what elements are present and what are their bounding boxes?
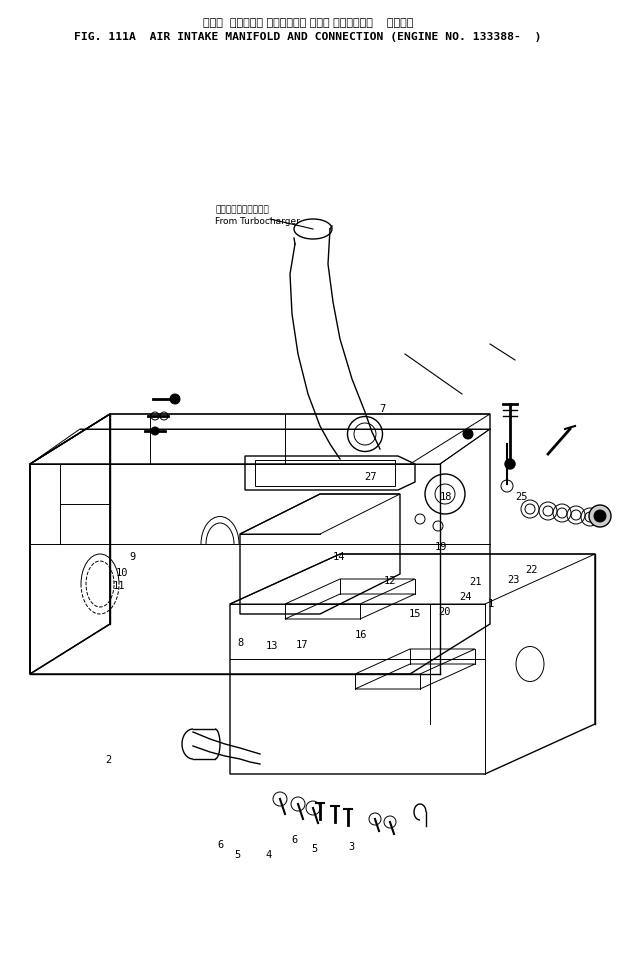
Text: 1: 1 [487, 599, 494, 609]
Text: 23: 23 [507, 575, 520, 584]
Text: 10: 10 [116, 568, 128, 578]
Text: 13: 13 [265, 641, 278, 651]
Text: 6: 6 [218, 841, 224, 850]
Text: 17: 17 [296, 640, 308, 650]
Text: 12: 12 [384, 577, 396, 586]
Text: 5: 5 [312, 844, 318, 854]
Circle shape [594, 510, 606, 522]
Text: From Turbocharger: From Turbocharger [215, 217, 300, 226]
Text: 11: 11 [113, 581, 125, 591]
Text: 18: 18 [439, 492, 452, 502]
Text: 2: 2 [105, 755, 111, 765]
Text: 20: 20 [438, 607, 450, 617]
Text: 8: 8 [238, 638, 244, 648]
Text: 5: 5 [234, 850, 241, 860]
Text: 7: 7 [379, 404, 386, 414]
Text: 15: 15 [408, 609, 421, 618]
Circle shape [151, 427, 159, 435]
Text: エアー  インテーク マニホールド および コネクション    適用号機: エアー インテーク マニホールド および コネクション 適用号機 [203, 18, 413, 28]
Text: 22: 22 [526, 565, 538, 575]
Text: 25: 25 [515, 492, 528, 502]
Text: 4: 4 [265, 850, 271, 860]
Text: FIG. 111A  AIR INTAKE MANIFOLD AND CONNECTION (ENGINE NO. 133388-  ): FIG. 111A AIR INTAKE MANIFOLD AND CONNEC… [74, 32, 542, 42]
Circle shape [463, 429, 473, 439]
Text: 14: 14 [333, 552, 346, 562]
Text: ターボチャージャから: ターボチャージャから [215, 205, 269, 214]
Text: 27: 27 [364, 472, 376, 482]
Circle shape [505, 459, 515, 469]
Text: 16: 16 [355, 630, 367, 640]
Circle shape [589, 505, 611, 527]
Text: 9: 9 [130, 552, 136, 562]
Text: 19: 19 [435, 543, 447, 552]
Text: 6: 6 [292, 835, 298, 844]
Text: 3: 3 [349, 843, 355, 852]
Text: 21: 21 [469, 578, 481, 587]
Circle shape [170, 394, 180, 404]
Text: 24: 24 [460, 592, 472, 602]
